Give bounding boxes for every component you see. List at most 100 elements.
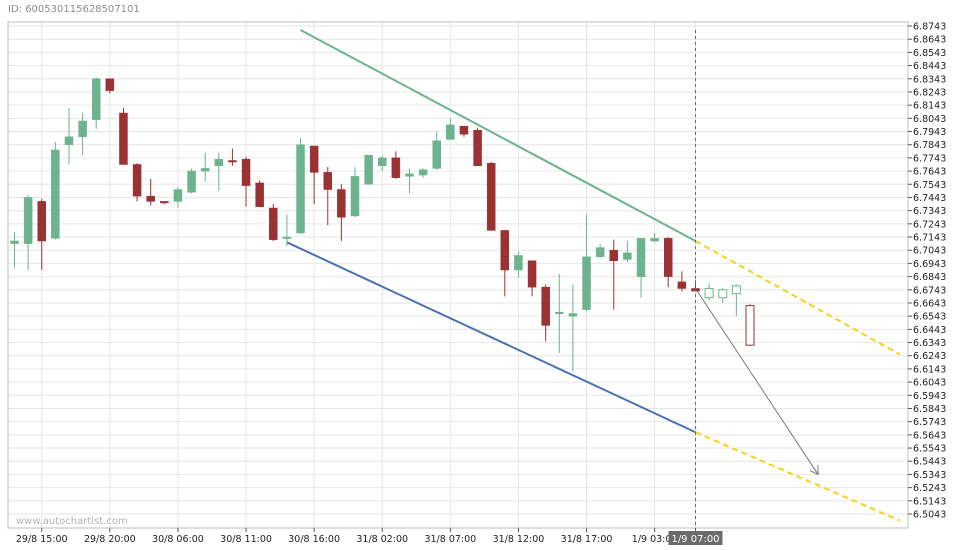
candle[interactable] bbox=[609, 239, 619, 310]
candle[interactable] bbox=[459, 125, 469, 137]
y-tick-label: 6.5643 bbox=[913, 430, 946, 441]
candle[interactable] bbox=[582, 214, 591, 311]
candle[interactable] bbox=[636, 238, 646, 298]
candle-body bbox=[595, 247, 605, 258]
y-tick-label: 6.6743 bbox=[913, 285, 946, 296]
y-tick-label: 6.7543 bbox=[913, 180, 946, 191]
candle[interactable] bbox=[241, 156, 251, 207]
candle-body bbox=[146, 195, 155, 202]
grid bbox=[8, 22, 908, 528]
candle[interactable] bbox=[323, 167, 333, 226]
candle[interactable] bbox=[228, 148, 237, 166]
x-tick-label: 31/8 07:00 bbox=[424, 534, 476, 545]
candles[interactable] bbox=[10, 77, 755, 372]
y-tick-label: 6.8743 bbox=[913, 22, 946, 33]
candle[interactable] bbox=[296, 138, 305, 234]
y-tick-label: 6.6143 bbox=[913, 364, 946, 375]
candle[interactable] bbox=[160, 201, 169, 205]
candle-body bbox=[555, 311, 564, 314]
resistance-line bbox=[300, 29, 696, 242]
candle[interactable] bbox=[78, 113, 87, 156]
candle-body bbox=[432, 140, 441, 169]
candle[interactable] bbox=[119, 107, 128, 165]
y-tick-label: 6.5243 bbox=[913, 483, 946, 494]
candle-body bbox=[364, 155, 373, 185]
candle[interactable] bbox=[555, 273, 564, 354]
candle[interactable] bbox=[132, 163, 142, 202]
candle[interactable] bbox=[650, 233, 659, 243]
candle[interactable] bbox=[23, 194, 33, 270]
candle-body bbox=[459, 125, 469, 135]
time-marker-badge bbox=[668, 531, 723, 545]
y-tick-label: 6.5543 bbox=[913, 444, 946, 455]
candle[interactable] bbox=[200, 152, 210, 182]
candle[interactable] bbox=[541, 284, 550, 342]
candle[interactable] bbox=[677, 271, 687, 292]
candle[interactable] bbox=[568, 284, 578, 372]
candle[interactable] bbox=[350, 167, 360, 218]
candle[interactable] bbox=[623, 240, 632, 263]
candle-body bbox=[37, 201, 46, 242]
y-tick-label: 6.5443 bbox=[913, 457, 946, 468]
candle[interactable] bbox=[595, 243, 605, 259]
candle[interactable] bbox=[282, 214, 292, 247]
candle[interactable] bbox=[187, 168, 196, 194]
candle[interactable] bbox=[146, 178, 155, 206]
candle[interactable] bbox=[418, 168, 428, 178]
candle[interactable] bbox=[405, 168, 414, 194]
candle[interactable] bbox=[255, 180, 264, 207]
y-tick-label: 6.8243 bbox=[913, 87, 946, 98]
y-tick-label: 6.5843 bbox=[913, 404, 946, 415]
price-axis: 6.8743 6.8643 6.8543 6.8443 6.8343 6.8243 6.81… bbox=[908, 22, 946, 521]
y-tick-label: 6.8143 bbox=[913, 101, 946, 112]
trend-lines bbox=[286, 29, 901, 522]
candle[interactable] bbox=[514, 251, 523, 278]
candle[interactable] bbox=[500, 230, 510, 297]
candle-body bbox=[200, 168, 210, 172]
candle[interactable] bbox=[364, 155, 373, 185]
candle[interactable] bbox=[473, 127, 482, 167]
y-tick-label: 6.6943 bbox=[913, 259, 946, 270]
candle-body bbox=[51, 149, 60, 239]
candle[interactable] bbox=[486, 161, 496, 231]
y-tick-label: 6.5143 bbox=[913, 496, 946, 507]
candle[interactable] bbox=[446, 118, 455, 140]
x-tick-label: 31/8 12:00 bbox=[493, 534, 545, 545]
candle[interactable] bbox=[51, 142, 60, 240]
y-tick-label: 6.8343 bbox=[913, 74, 946, 85]
candle[interactable] bbox=[391, 151, 401, 179]
candle[interactable] bbox=[105, 78, 115, 94]
candle-body bbox=[377, 157, 387, 167]
candle-body bbox=[391, 157, 401, 178]
candle[interactable] bbox=[173, 186, 183, 209]
y-tick-label: 6.5743 bbox=[913, 417, 946, 428]
candle[interactable] bbox=[337, 184, 346, 241]
y-tick-label: 6.7343 bbox=[913, 206, 946, 217]
candle[interactable] bbox=[309, 145, 319, 205]
candle-body bbox=[282, 236, 292, 239]
candle-body bbox=[623, 252, 632, 260]
candle[interactable] bbox=[269, 204, 278, 241]
y-tick-label: 6.6043 bbox=[913, 378, 946, 389]
candle[interactable] bbox=[432, 131, 441, 170]
time-marker-text: 1/9 07:00 bbox=[671, 534, 719, 545]
candle[interactable] bbox=[527, 260, 537, 297]
candle-body bbox=[309, 145, 319, 173]
candle[interactable] bbox=[91, 77, 101, 129]
candle-body bbox=[609, 249, 619, 262]
candle[interactable] bbox=[64, 107, 74, 165]
candle[interactable] bbox=[664, 237, 673, 288]
forecast-arrow-line bbox=[695, 288, 819, 474]
candle[interactable] bbox=[745, 304, 755, 346]
candle[interactable] bbox=[731, 284, 741, 317]
y-tick-label: 6.6443 bbox=[913, 325, 946, 336]
candle[interactable] bbox=[377, 155, 387, 172]
candle[interactable] bbox=[37, 198, 46, 270]
candle[interactable] bbox=[718, 288, 728, 303]
candle-body bbox=[718, 289, 728, 299]
candle[interactable] bbox=[704, 283, 714, 301]
candle[interactable] bbox=[10, 231, 19, 268]
candle-body bbox=[704, 287, 714, 299]
candle[interactable] bbox=[214, 152, 224, 191]
